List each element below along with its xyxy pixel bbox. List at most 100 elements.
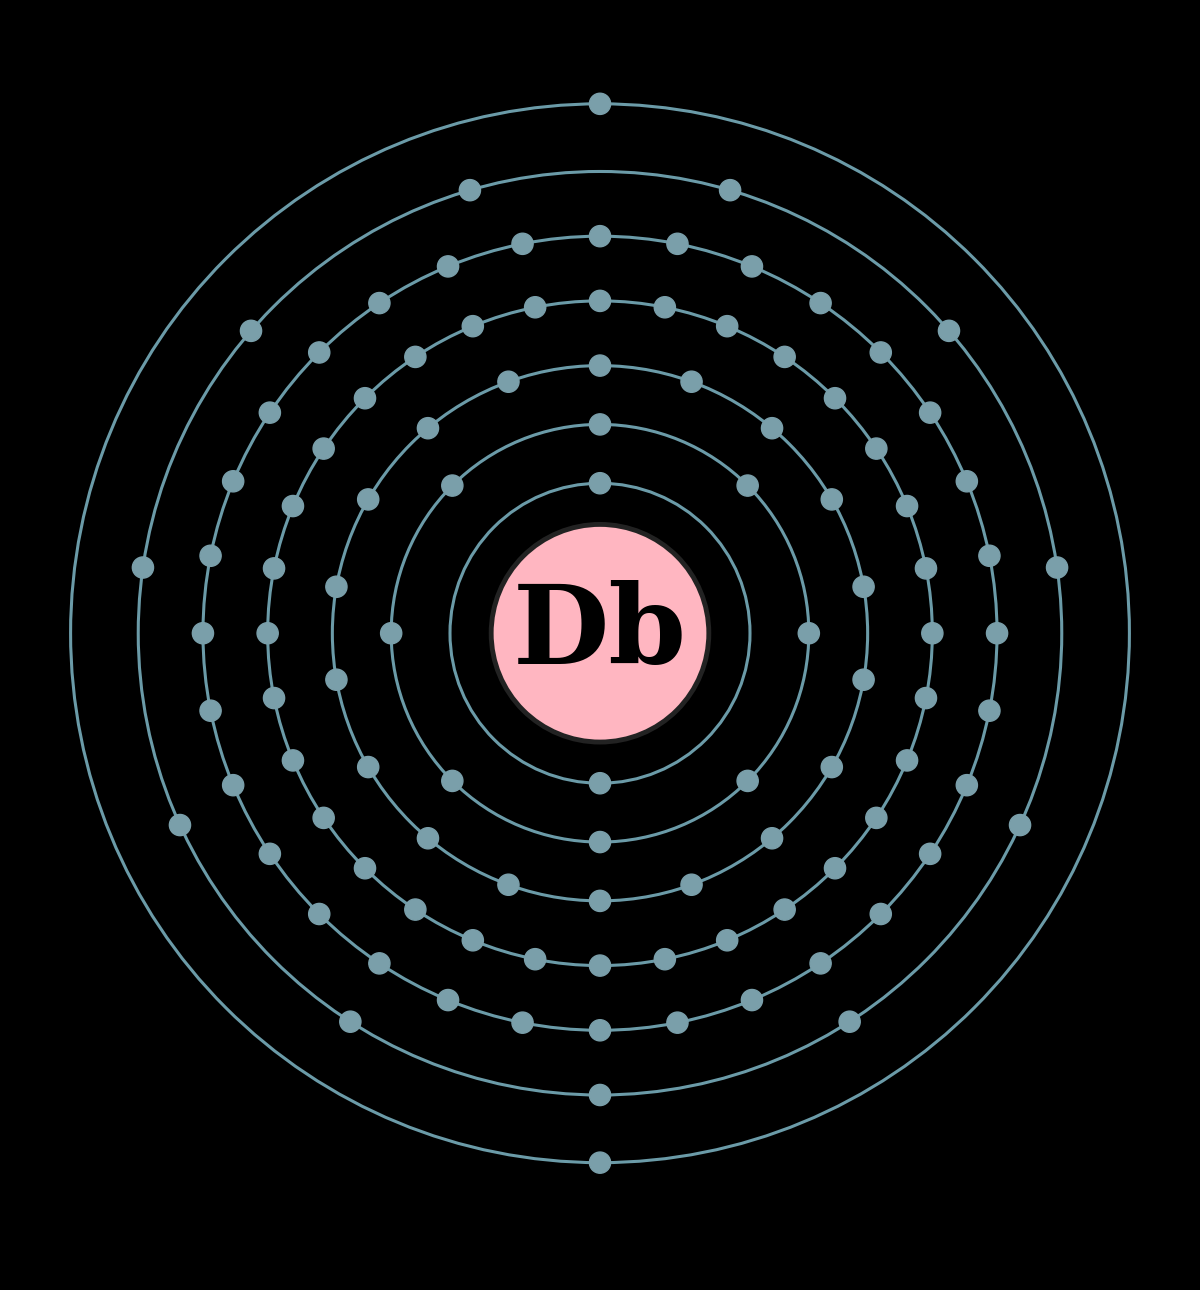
Circle shape — [491, 525, 709, 742]
Circle shape — [264, 557, 284, 579]
Circle shape — [896, 495, 918, 516]
Circle shape — [810, 953, 832, 974]
Text: Db: Db — [512, 579, 688, 686]
Circle shape — [442, 475, 463, 497]
Circle shape — [498, 875, 520, 895]
Circle shape — [1009, 814, 1031, 836]
Circle shape — [498, 372, 520, 392]
Circle shape — [340, 1011, 361, 1032]
Circle shape — [418, 418, 438, 439]
Circle shape — [810, 293, 832, 313]
Circle shape — [720, 179, 740, 201]
Circle shape — [979, 546, 1000, 566]
Circle shape — [589, 1085, 611, 1106]
Circle shape — [259, 402, 281, 423]
Circle shape — [358, 489, 379, 510]
Circle shape — [282, 749, 304, 771]
Circle shape — [956, 471, 978, 491]
Circle shape — [354, 387, 376, 409]
Circle shape — [737, 770, 758, 792]
Circle shape — [680, 875, 702, 895]
Circle shape — [589, 472, 611, 494]
Circle shape — [418, 828, 438, 849]
Circle shape — [762, 418, 782, 439]
Circle shape — [240, 320, 262, 342]
Circle shape — [282, 495, 304, 516]
Circle shape — [264, 688, 284, 708]
Circle shape — [853, 670, 874, 690]
Circle shape — [865, 808, 887, 828]
Circle shape — [460, 179, 480, 201]
Circle shape — [368, 293, 390, 313]
Circle shape — [462, 316, 484, 337]
Circle shape — [919, 402, 941, 423]
Circle shape — [512, 233, 533, 254]
Circle shape — [821, 489, 842, 510]
Circle shape — [774, 346, 796, 368]
Circle shape — [919, 844, 941, 864]
Circle shape — [589, 1152, 611, 1173]
Circle shape — [979, 700, 1000, 721]
Circle shape — [938, 320, 960, 342]
Circle shape — [589, 832, 611, 853]
Circle shape — [916, 688, 936, 708]
Circle shape — [462, 930, 484, 951]
Circle shape — [524, 948, 546, 970]
Circle shape — [922, 623, 943, 644]
Circle shape — [169, 814, 191, 836]
Circle shape — [762, 828, 782, 849]
Circle shape — [654, 297, 676, 317]
Circle shape — [667, 1013, 688, 1033]
Circle shape — [821, 756, 842, 778]
Circle shape — [870, 903, 892, 925]
Circle shape — [589, 355, 611, 377]
Circle shape — [654, 948, 676, 970]
Circle shape — [313, 439, 335, 459]
Circle shape — [222, 774, 244, 796]
Circle shape — [132, 557, 154, 578]
Circle shape — [737, 475, 758, 497]
Circle shape — [354, 858, 376, 878]
Circle shape — [865, 439, 887, 459]
Circle shape — [986, 623, 1008, 644]
Circle shape — [839, 1011, 860, 1032]
Circle shape — [222, 471, 244, 491]
Circle shape — [358, 756, 379, 778]
Circle shape — [589, 290, 611, 311]
Circle shape — [716, 316, 738, 337]
Circle shape — [308, 342, 330, 362]
Circle shape — [257, 623, 278, 644]
Circle shape — [774, 899, 796, 920]
Circle shape — [1046, 557, 1068, 578]
Circle shape — [896, 749, 918, 771]
Circle shape — [589, 955, 611, 977]
Circle shape — [380, 623, 402, 644]
Circle shape — [824, 858, 846, 878]
Circle shape — [524, 297, 546, 317]
Circle shape — [680, 372, 702, 392]
Circle shape — [200, 546, 221, 566]
Circle shape — [259, 844, 281, 864]
Circle shape — [853, 577, 874, 597]
Circle shape — [438, 255, 458, 277]
Circle shape — [824, 387, 846, 409]
Circle shape — [326, 670, 347, 690]
Circle shape — [798, 623, 820, 644]
Circle shape — [313, 808, 335, 828]
Circle shape — [589, 226, 611, 246]
Circle shape — [742, 255, 762, 277]
Circle shape — [589, 773, 611, 793]
Circle shape — [716, 930, 738, 951]
Circle shape — [870, 342, 892, 362]
Circle shape — [589, 1019, 611, 1041]
Circle shape — [404, 346, 426, 368]
Circle shape — [512, 1013, 533, 1033]
Circle shape — [589, 890, 611, 912]
Circle shape — [368, 953, 390, 974]
Circle shape — [916, 557, 936, 579]
Circle shape — [589, 93, 611, 115]
Circle shape — [442, 770, 463, 792]
Circle shape — [200, 700, 221, 721]
Circle shape — [742, 989, 762, 1010]
Circle shape — [326, 577, 347, 597]
